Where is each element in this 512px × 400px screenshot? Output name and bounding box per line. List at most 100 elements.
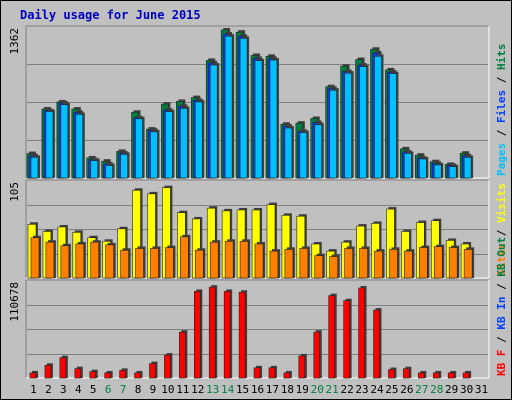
bar-sites-day-2: [45, 241, 55, 279]
bar-pages-day-19: [299, 132, 308, 179]
bar-kb-f-day-15: [238, 291, 246, 379]
bar-kb-f-day-8: [134, 372, 141, 379]
bar-pages-day-10: [165, 111, 173, 179]
bar-kb-f-day-9: [149, 363, 156, 379]
bar-sites-day-12: [194, 249, 204, 279]
bar-pages-day-6: [105, 165, 113, 179]
bar-pages-day-20: [314, 124, 323, 179]
bar-pages-day-17: [269, 59, 278, 179]
bar-pages-day-26: [404, 153, 412, 179]
panel-top-max-label: 1362: [8, 28, 21, 55]
x-tick-label-19: 19: [296, 383, 309, 396]
bar-pages-day-27: [419, 158, 427, 179]
bar-sites-day-30: [463, 249, 473, 279]
x-tick-label-31: 31: [475, 383, 488, 396]
bar-sites-day-22: [344, 248, 353, 279]
bar-kb-f-day-27: [418, 372, 425, 379]
bar-kb-f-day-11: [179, 331, 186, 379]
bar-sites-day-27: [419, 247, 428, 279]
bar-kb-f-day-26: [403, 368, 410, 379]
bar-kb-f-day-28: [432, 372, 440, 379]
legend-part-2: KB In: [495, 297, 508, 330]
bar-pages-day-18: [284, 127, 293, 179]
bar-pages-day-15: [239, 38, 248, 179]
panel-top-legend: Pages / Files / Hits: [495, 44, 508, 177]
bar-kb-f-day-25: [388, 369, 395, 379]
bar-sites-day-26: [404, 250, 413, 279]
bar-sites-day-1: [30, 237, 40, 279]
legend-part-4: Hits: [495, 44, 508, 71]
bar-sites-day-11: [180, 236, 189, 279]
x-tick-label-26: 26: [400, 383, 413, 396]
x-tick-label-27: 27: [415, 383, 428, 396]
panel-mid-legend: Sites / Visits: [495, 183, 508, 276]
legend-part-2: Files: [495, 90, 508, 123]
bar-sites-day-3: [60, 245, 70, 279]
legend-part-0: Pages: [495, 143, 508, 176]
bar-kb-f-day-12: [193, 291, 201, 379]
x-tick-label-10: 10: [161, 383, 174, 396]
bar-sites-day-4: [75, 243, 85, 279]
x-tick-label-15: 15: [236, 383, 249, 396]
bar-pages-day-23: [359, 66, 367, 179]
bar-sites-day-18: [284, 249, 294, 279]
bar-pages-day-28: [433, 164, 442, 179]
legend-part-3: /: [495, 70, 508, 90]
panel-bot-legend: KB F / KB In / KB Out: [495, 237, 508, 376]
x-tick-label-22: 22: [340, 383, 353, 396]
bar-pages-day-4: [75, 114, 84, 179]
x-tick-label-16: 16: [251, 383, 264, 396]
bar-sites-day-5: [90, 241, 100, 279]
bar-kb-f-day-14: [223, 291, 231, 379]
bar-pages-day-5: [90, 160, 99, 179]
bar-pages-day-7: [120, 154, 128, 179]
bar-kb-f-day-24: [373, 309, 380, 379]
bar-pages-day-14: [224, 35, 233, 179]
bar-pages-day-2: [45, 111, 54, 179]
bar-kb-f-day-30: [462, 372, 470, 379]
legend-part-1: /: [495, 330, 508, 350]
legend-part-0: Sites: [495, 243, 508, 276]
bar-sites-day-19: [299, 248, 309, 279]
bar-sites-day-15: [239, 240, 249, 279]
bar-sites-day-24: [374, 250, 383, 279]
x-tick-label-28: 28: [430, 383, 443, 396]
bar-sites-day-6: [105, 244, 114, 279]
bar-kb-f-day-19: [298, 355, 306, 379]
x-tick-label-18: 18: [281, 383, 294, 396]
bar-kb-f-day-5: [89, 371, 97, 379]
bar-kb-f-day-2: [44, 364, 52, 379]
bar-kb-f-day-10: [164, 354, 171, 379]
bar-sites-day-20: [314, 255, 324, 279]
x-tick-label-14: 14: [221, 383, 235, 396]
x-tick-label-29: 29: [445, 383, 458, 396]
legend-part-1: /: [495, 123, 508, 143]
x-tick-label-11: 11: [176, 383, 189, 396]
bar-kb-f-day-4: [74, 368, 82, 379]
bar-pages-day-30: [463, 157, 472, 179]
bar-kb-f-day-22: [343, 300, 350, 379]
bar-kb-f-day-21: [328, 295, 336, 379]
bar-sites-day-16: [254, 243, 264, 279]
bar-kb-f-day-29: [447, 372, 455, 379]
bar-pages-day-16: [254, 60, 263, 179]
bar-sites-day-7: [120, 249, 129, 279]
x-tick-label-24: 24: [370, 383, 384, 396]
bar-pages-day-25: [389, 73, 397, 179]
bar-sites-day-25: [389, 249, 398, 279]
bar-pages-day-9: [150, 131, 158, 179]
bar-sites-day-23: [359, 248, 368, 279]
x-tick-label-3: 3: [60, 383, 67, 396]
x-tick-label-12: 12: [191, 383, 204, 396]
x-tick-label-4: 4: [75, 383, 82, 396]
bar-kb-f-day-20: [313, 331, 321, 379]
x-tick-label-2: 2: [45, 383, 52, 396]
x-tick-label-13: 13: [206, 383, 219, 396]
bar-kb-f-day-17: [268, 367, 276, 379]
bar-pages-day-22: [344, 72, 352, 179]
bar-sites-day-28: [433, 246, 443, 279]
bar-kb-f-day-18: [283, 372, 291, 379]
panel-mid-max-label: 105: [8, 182, 21, 202]
bar-pages-day-29: [448, 166, 457, 179]
legend-part-2: Visits: [495, 183, 508, 223]
